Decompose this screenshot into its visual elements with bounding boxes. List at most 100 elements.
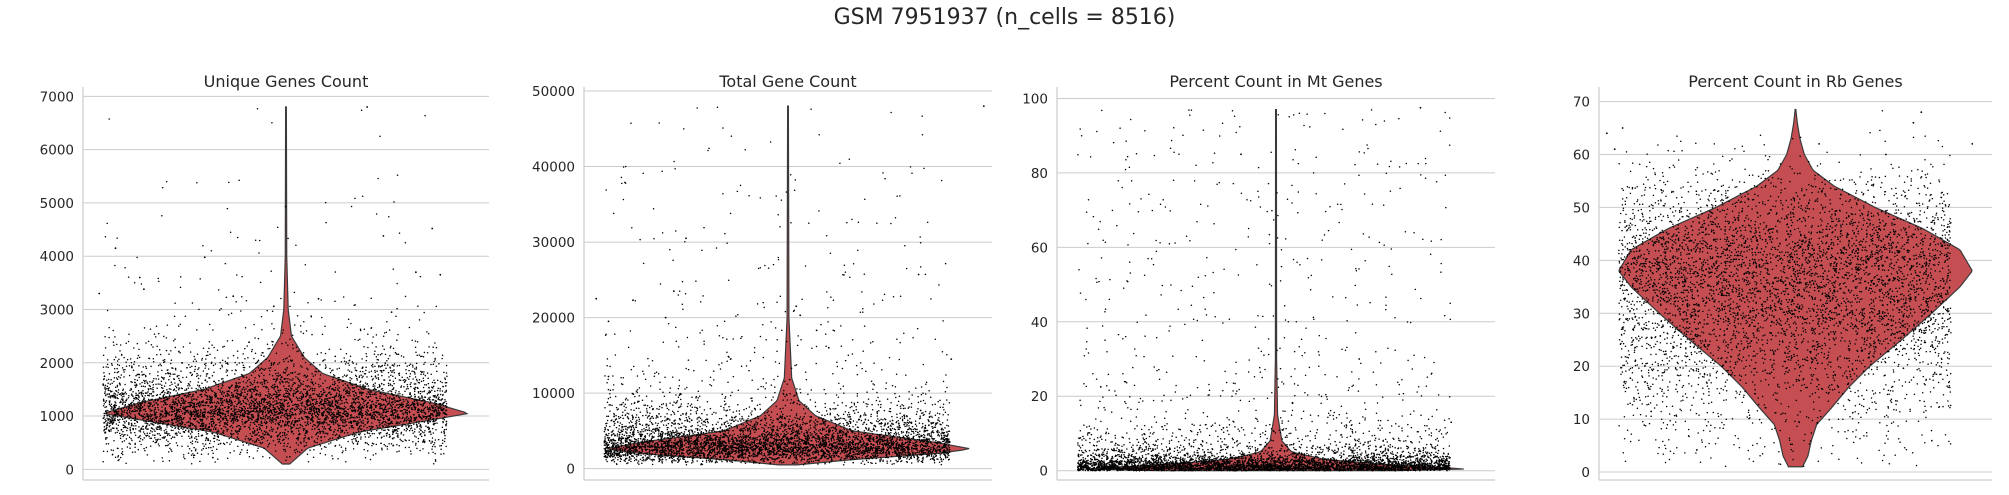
data-point [415,436,417,438]
data-point [103,429,105,432]
data-point [225,419,228,421]
data-point [282,421,284,423]
data-point [411,429,414,432]
data-point [341,430,344,432]
data-point [204,443,207,445]
data-point [120,412,123,415]
data-point [244,422,247,424]
data-point [260,436,263,438]
data-point [434,390,436,392]
data-point [252,407,255,409]
data-point [385,367,387,370]
data-point [295,427,298,430]
data-point [417,391,420,393]
data-point [116,367,118,370]
data-point [274,381,277,383]
data-point [273,414,275,417]
data-point [132,400,135,402]
data-point [324,359,326,361]
data-point [213,426,216,428]
data-point [438,363,440,365]
data-point [144,408,146,410]
data-point [116,384,119,387]
data-point [346,418,349,420]
data-point [168,420,170,423]
data-point [335,418,337,420]
data-point [346,402,349,404]
data-point [134,381,136,384]
data-point [226,424,229,426]
data-point [148,392,151,395]
data-point [263,447,265,449]
data-point [272,428,275,430]
data-point [404,295,407,298]
data-point [308,411,311,413]
data-point [296,350,298,353]
data-point [120,394,122,396]
data-point [201,382,203,384]
data-point [158,280,160,283]
data-point [199,427,202,430]
data-point [194,358,196,360]
data-point [308,397,311,399]
data-point [320,299,322,301]
data-point [425,417,428,419]
data-point [388,419,390,421]
data-point [131,366,133,368]
data-point [205,362,207,365]
data-point [196,384,199,386]
data-point [419,392,422,395]
data-point [133,431,136,434]
data-point [272,401,274,403]
data-point [402,416,404,419]
data-point [234,386,237,389]
data-point [428,390,431,392]
data-point [423,363,425,366]
data-point [385,408,387,411]
data-point [434,452,436,455]
data-point [354,383,356,385]
data-point [271,418,273,420]
data-point [132,417,134,420]
data-point [421,399,424,402]
data-point [150,393,152,395]
data-point [344,382,347,385]
data-point [260,372,263,374]
data-point [161,215,163,217]
data-point [332,420,335,423]
data-point [363,388,365,391]
data-point [329,367,331,370]
data-point [272,404,274,407]
data-point [253,397,255,400]
data-point [400,386,402,388]
data-point [380,413,382,415]
data-point [395,411,397,414]
data-point [288,373,290,376]
data-point [242,401,245,403]
data-point [430,363,432,366]
data-point [445,445,447,448]
data-point [226,441,228,444]
data-point [362,398,365,401]
data-point [214,435,216,437]
data-point [343,396,345,399]
data-point [200,409,202,412]
data-point [438,414,440,417]
data-point [277,413,279,415]
data-point [270,435,273,438]
data-point [246,409,248,412]
data-point [344,414,347,416]
data-point [166,398,169,400]
data-point [152,361,155,363]
data-point [413,418,416,420]
data-point [290,387,292,389]
data-point [397,403,399,406]
data-point [306,379,309,381]
data-point [434,445,436,448]
data-point [223,399,226,402]
data-point [352,427,355,429]
data-point [311,419,313,421]
data-point [311,381,314,383]
data-point [445,372,448,374]
data-point [221,407,224,410]
